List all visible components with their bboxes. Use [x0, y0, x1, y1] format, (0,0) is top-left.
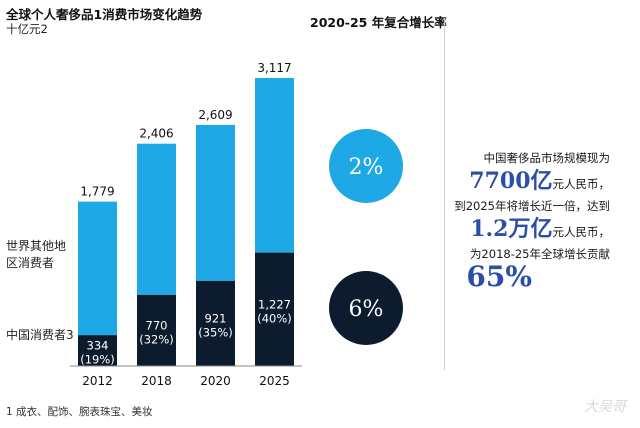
total-label-2025: 3,117 — [257, 61, 291, 75]
footnote: 1 成衣、配饰、腕表珠宝、美妆 — [6, 406, 153, 418]
china-share-label-2025: (40%) — [257, 311, 292, 325]
right-text-row3: 65% — [466, 262, 532, 296]
right-text-line2: 到2025年将增长近一倍，达到 — [454, 199, 610, 213]
bar-rest-of-world-2018 — [137, 143, 176, 295]
bar-rest-of-world-2025 — [255, 78, 294, 253]
china-value-label-2020: 921 — [205, 311, 227, 325]
total-label-2020: 2,609 — [198, 108, 232, 122]
total-label-2018: 2,406 — [139, 127, 173, 141]
right-text-line1: 中国奢侈品市场规模现为 — [483, 151, 611, 165]
bar-china-2018 — [137, 294, 176, 366]
bar-china-2020 — [196, 280, 235, 366]
china-value-label-2018: 770 — [146, 318, 168, 332]
china-share-label-2018: (32%) — [139, 332, 174, 346]
china-share-label-2012: (19%) — [80, 353, 115, 367]
right-text-unit2: 元人民币， — [552, 225, 611, 239]
cagr-title: 2020-25 年复合增长率 — [310, 15, 447, 30]
bar-rest-of-world-2012 — [78, 201, 117, 336]
bar-china-2025 — [255, 252, 294, 366]
cagr-value-rest-of-world: 2% — [349, 155, 384, 180]
right-text-unit1: 元人民币， — [552, 177, 611, 191]
right-text-line3: 为2018-25年全球增长贡献 — [469, 247, 610, 261]
x-tick-label-2025: 2025 — [259, 374, 290, 388]
cagr-value-china: 6% — [349, 297, 384, 322]
cagr-circle-rest-of-world — [329, 129, 403, 203]
right-text-big2: 1.2万亿 — [470, 216, 553, 242]
bar-china-2012 — [78, 335, 117, 366]
china-share-label-2020: (35%) — [198, 325, 233, 339]
x-tick-label-2012: 2012 — [82, 374, 113, 388]
right-text-big3: 65% — [466, 260, 532, 293]
x-tick-label-2020: 2020 — [200, 374, 231, 388]
right-text-big1: 7700亿 — [469, 168, 553, 194]
legend-china: 中国消费者3 — [6, 328, 74, 342]
right-text-row1: 7700亿元人民币， — [469, 168, 610, 197]
cagr-circle-china — [329, 271, 403, 345]
chart-title: 全球个人奢侈品1消费市场变化趋势 — [6, 7, 203, 22]
divider-line — [444, 18, 445, 370]
right-text-row2: 1.2万亿元人民币， — [470, 216, 610, 245]
bar-rest-of-world-2020 — [196, 124, 235, 281]
total-label-2012: 1,779 — [80, 185, 114, 199]
china-value-label-2012: 334 — [87, 339, 109, 353]
watermark: 大吴哥 — [584, 399, 626, 415]
chart-subtitle-unit: 十亿元2 — [6, 22, 48, 36]
x-tick-label-2018: 2018 — [141, 374, 172, 388]
legend-rest-of-world: 世界其他地区消费者 — [6, 239, 67, 270]
china-value-label-2025: 1,227 — [258, 297, 291, 311]
